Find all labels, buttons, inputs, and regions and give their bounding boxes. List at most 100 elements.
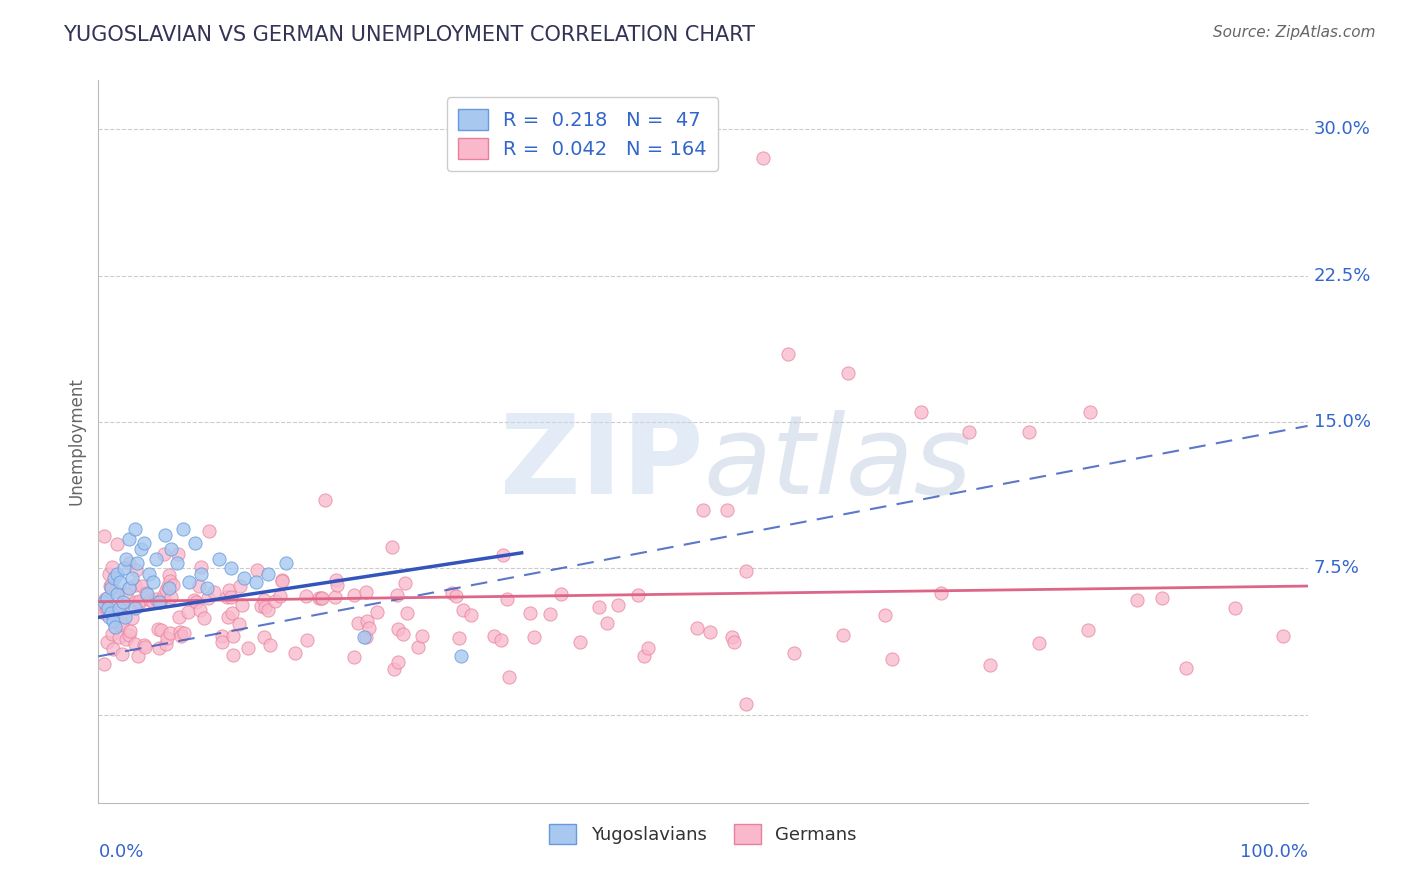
Point: [271, 574, 294, 588]
Point: [734, 697, 756, 711]
Point: [519, 606, 541, 620]
Point: [167, 609, 190, 624]
Point: [112, 561, 135, 575]
Point: [188, 602, 211, 616]
Point: [588, 600, 610, 615]
Point: [157, 568, 180, 582]
Point: [245, 575, 267, 590]
Point: [162, 578, 184, 592]
Point: [211, 635, 233, 649]
Point: [131, 579, 153, 593]
Point: [873, 607, 896, 622]
Point: [257, 603, 280, 617]
Point: [264, 594, 287, 608]
Point: [160, 591, 183, 605]
Text: YUGOSLAVIAN VS GERMAN UNEMPLOYMENT CORRELATION CHART: YUGOSLAVIAN VS GERMAN UNEMPLOYMENT CORRE…: [63, 25, 755, 45]
Point: [1152, 591, 1174, 605]
Point: [110, 647, 132, 661]
Point: [108, 575, 131, 590]
Point: [326, 578, 349, 592]
Point: [98, 579, 121, 593]
Point: [411, 629, 433, 643]
Point: [253, 593, 276, 607]
Point: [153, 548, 176, 562]
Text: 30.0%: 30.0%: [1313, 120, 1371, 138]
Point: [323, 590, 346, 604]
Point: [93, 528, 115, 542]
Point: [606, 599, 628, 613]
Point: [190, 560, 212, 574]
Point: [103, 571, 125, 585]
Point: [108, 630, 131, 644]
Point: [193, 611, 215, 625]
Point: [202, 585, 225, 599]
Point: [496, 591, 519, 606]
Point: [93, 657, 115, 671]
Point: [408, 640, 430, 654]
Point: [1174, 661, 1197, 675]
Point: [157, 581, 180, 595]
Point: [492, 548, 515, 562]
Point: [269, 589, 291, 603]
Point: [221, 629, 243, 643]
Point: [135, 586, 157, 600]
Point: [217, 590, 239, 604]
Point: [723, 635, 745, 649]
Point: [441, 586, 464, 600]
Point: [208, 551, 231, 566]
Point: [568, 635, 591, 649]
Point: [354, 630, 377, 644]
Point: [120, 624, 142, 639]
Point: [98, 610, 121, 624]
Point: [124, 600, 146, 615]
Point: [145, 591, 167, 606]
Point: [627, 588, 650, 602]
Point: [254, 600, 277, 615]
Point: [114, 632, 136, 647]
Point: [155, 637, 177, 651]
Point: [124, 523, 146, 537]
Point: [699, 625, 721, 640]
Point: [169, 624, 191, 639]
Point: [523, 631, 546, 645]
Point: [450, 649, 472, 664]
Point: [637, 640, 659, 655]
Point: [217, 610, 239, 624]
Point: [148, 640, 170, 655]
Point: [149, 595, 172, 609]
Point: [232, 571, 254, 585]
Point: [197, 591, 219, 605]
Point: [132, 638, 155, 652]
Point: [93, 601, 115, 615]
Point: [172, 523, 194, 537]
Point: [93, 599, 115, 613]
Point: [396, 606, 419, 620]
Point: [167, 547, 190, 561]
Point: [96, 591, 118, 605]
Point: [218, 582, 240, 597]
Point: [195, 581, 218, 595]
Point: [186, 595, 208, 609]
Point: [96, 601, 118, 615]
Point: [716, 503, 738, 517]
Point: [484, 629, 506, 643]
Point: [837, 366, 859, 380]
Point: [145, 551, 167, 566]
Text: 100.0%: 100.0%: [1240, 843, 1308, 861]
Point: [108, 600, 131, 615]
Point: [366, 605, 388, 619]
Point: [100, 577, 122, 591]
Point: [382, 662, 405, 676]
Point: [929, 585, 952, 599]
Point: [128, 594, 150, 608]
Point: [752, 152, 775, 166]
Point: [387, 622, 409, 636]
Point: [381, 540, 404, 554]
Point: [1077, 624, 1099, 638]
Point: [101, 642, 124, 657]
Point: [121, 571, 143, 585]
Point: [387, 655, 409, 669]
Point: [128, 596, 150, 610]
Point: [142, 594, 165, 608]
Point: [101, 627, 124, 641]
